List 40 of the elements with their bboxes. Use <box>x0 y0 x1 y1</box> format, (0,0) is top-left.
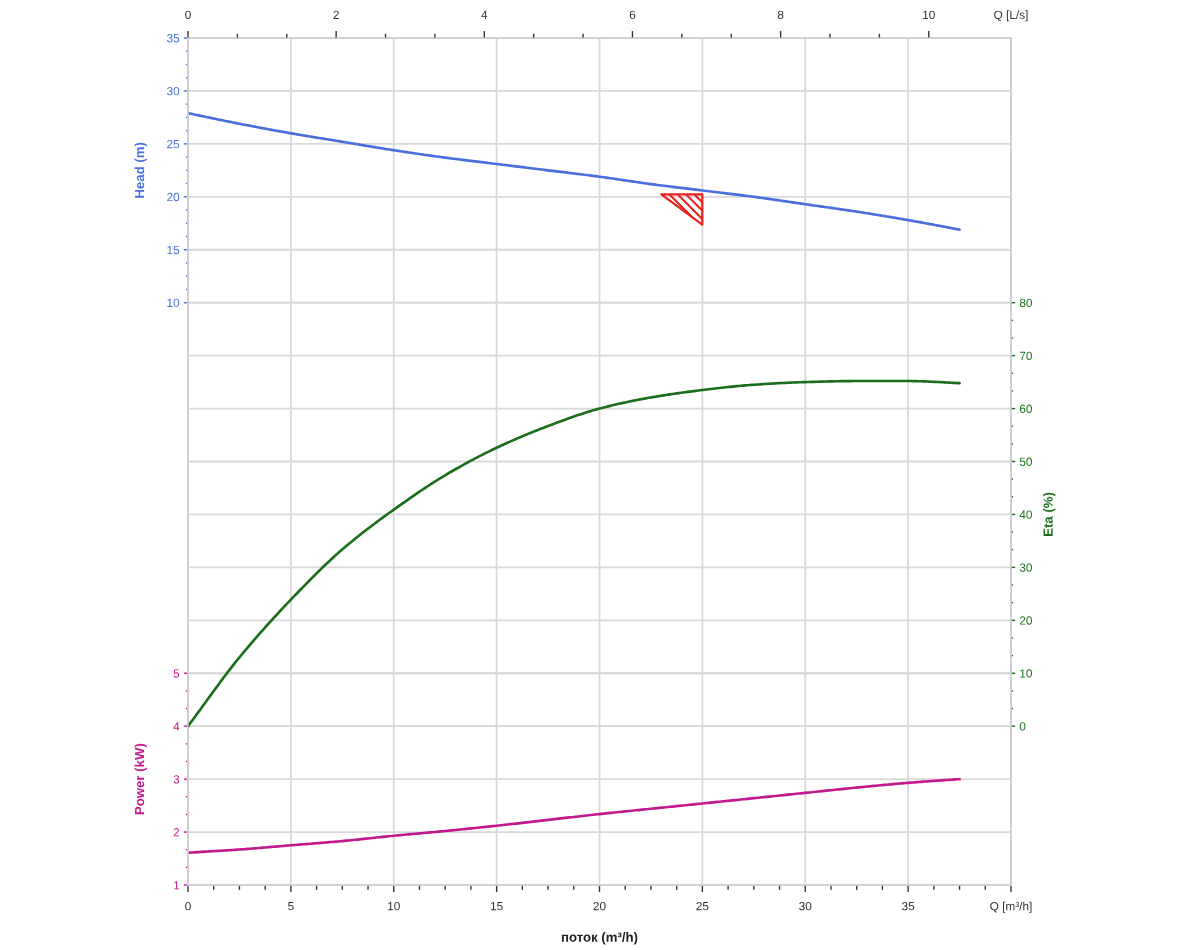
x-tick-label: 20 <box>593 901 606 911</box>
y2-tick-label: 70 <box>1019 351 1032 361</box>
y3-tick-label: 3 <box>173 775 180 784</box>
y2-tick-label: 0 <box>1019 722 1026 731</box>
x2-tick-label: 4 <box>481 10 488 19</box>
x-axis-title: поток (m³/h) <box>561 932 638 945</box>
y2-tick-label: 30 <box>1019 563 1032 572</box>
x2-tick-label: 0 <box>185 10 191 19</box>
x2-axis-title: Q [L/s] <box>994 10 1028 22</box>
y-tick-label: 20 <box>167 192 180 202</box>
y2-tick-label: 40 <box>1019 510 1032 519</box>
y3-axis-title: Power (kW) <box>134 743 147 815</box>
y3-tick-label: 5 <box>173 669 180 678</box>
x-tick-label: 5 <box>288 902 294 911</box>
x-tick-label: 15 <box>490 902 503 911</box>
y-tick-label: 35 <box>166 34 180 43</box>
x-tick-label: 0 <box>185 901 191 911</box>
y-tick-label: 30 <box>166 86 180 96</box>
y2-tick-label: 10 <box>1020 669 1032 678</box>
y3-tick-label: 1 <box>174 881 180 890</box>
y2-tick-label: 20 <box>1019 616 1032 625</box>
x-tick-label: 30 <box>799 901 812 911</box>
x-tick-label: Q [m³/h] <box>990 901 1032 913</box>
y3-tick-label: 4 <box>173 722 180 731</box>
x2-tick-label: 2 <box>333 10 339 19</box>
x2-tick-label: 8 <box>777 10 784 19</box>
y2-tick-label: 80 <box>1019 298 1032 308</box>
y3-tick-label: 2 <box>173 828 180 837</box>
x2-tick-label: 6 <box>629 10 636 19</box>
y-tick-label: 25 <box>167 139 180 149</box>
x-tick-label: 35 <box>902 901 915 911</box>
x-tick-label: 10 <box>388 901 400 911</box>
x-tick-label: 25 <box>696 901 709 911</box>
y-tick-label: 10 <box>167 298 180 308</box>
y2-tick-label: 50 <box>1019 457 1032 466</box>
y-axis-title: Head (m) <box>134 142 147 198</box>
y2-axis-title: Eta (%) <box>1043 492 1056 536</box>
x2-tick-label: 10 <box>923 10 935 19</box>
y-tick-label: 15 <box>167 245 180 255</box>
y2-tick-label: 60 <box>1019 404 1032 413</box>
